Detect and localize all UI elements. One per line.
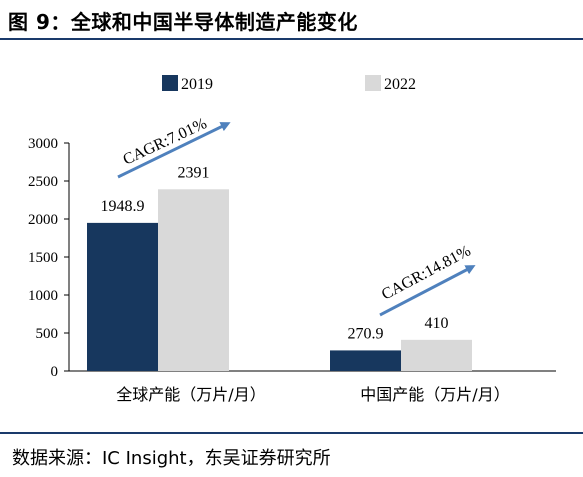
y-tick-label: 2000: [28, 212, 58, 228]
bar-2019-1: [330, 350, 401, 371]
cagr-arrow-china: [379, 265, 476, 317]
y-tick-label: 1000: [28, 288, 58, 304]
y-tick-label: 500: [36, 326, 59, 342]
bar-2019-0: [87, 222, 158, 371]
bar-value-label: 1948.9: [101, 198, 145, 215]
legend-label-2022: 2022: [384, 76, 416, 93]
y-tick-label: 2500: [28, 174, 58, 190]
source-note: 数据来源：IC Insight，东吴证券研究所: [12, 448, 331, 469]
bar-2022-1: [401, 339, 472, 371]
source-rule: [0, 432, 583, 434]
y-tick-label: 0: [51, 364, 59, 380]
bar-2022-0: [158, 189, 229, 371]
cagr-label-global: CAGR:7.01%: [121, 115, 210, 169]
category-label-global: 全球产能（万片/月）: [116, 385, 265, 404]
legend-label-2019: 2019: [181, 76, 213, 93]
bar-value-label: 410: [425, 315, 449, 332]
legend-swatch-2022: [365, 75, 381, 91]
bar-chart: 2019 2022 0 500 1000 1500 2000 2500 3000 1948.…: [28, 75, 556, 404]
title-rule: [0, 38, 583, 40]
bar-value-label: 270.9: [348, 325, 384, 342]
y-tick-label: 1500: [28, 250, 58, 266]
legend-swatch-2019: [162, 75, 178, 91]
category-label-china: 中国产能（万片/月）: [360, 385, 509, 404]
y-tick-label: 3000: [28, 136, 58, 152]
cagr-arrow-global: [117, 122, 231, 179]
chart-title: 图 9：全球和中国半导体制造产能变化: [8, 10, 358, 34]
bar-value-label: 2391: [178, 164, 210, 181]
